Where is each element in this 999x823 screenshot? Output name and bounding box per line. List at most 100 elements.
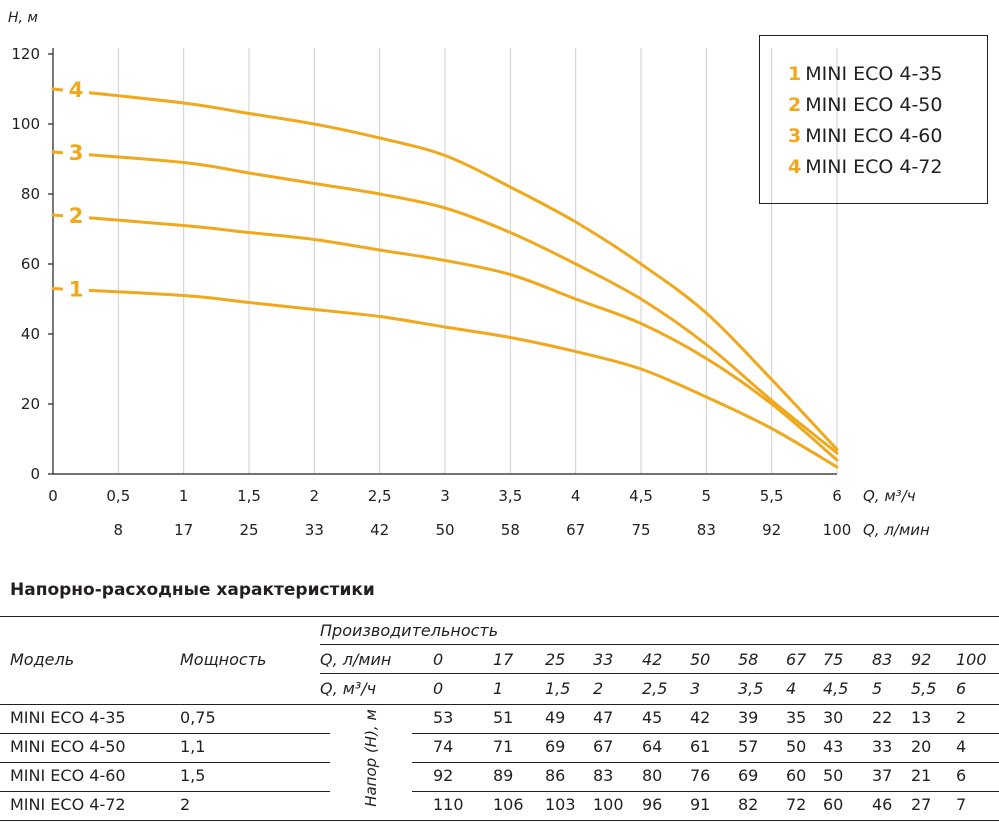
legend-label: MINI ECO 4-50 — [805, 94, 943, 116]
y-tick-label: 100 — [11, 115, 40, 133]
x-tick-label: 5 — [702, 487, 712, 505]
table-head-value: 53 — [433, 708, 454, 727]
x-axis-label: Q, м³/ч — [863, 487, 916, 505]
m3h-value: 0 — [433, 679, 444, 698]
lmin-value: 50 — [690, 650, 711, 669]
table-head-value: 64 — [642, 737, 663, 756]
series-line-1 — [51, 287, 839, 469]
x-tick-label: 1 — [179, 487, 189, 505]
lmin-value: 25 — [545, 650, 566, 669]
lmin-value: 92 — [911, 650, 932, 669]
lmin-value: 100 — [956, 650, 987, 669]
table-head-value: 20 — [911, 737, 932, 756]
table-head-value: 6 — [956, 766, 967, 785]
x-tick-label: 2 — [310, 487, 320, 505]
table-head-value: 71 — [493, 737, 514, 756]
table-head-value: 35 — [786, 708, 807, 727]
table-head-value: 74 — [433, 737, 454, 756]
x-tick-label: 6 — [832, 487, 842, 505]
table-head-value: 50 — [823, 766, 844, 785]
x2-tick-label: 42 — [370, 521, 389, 539]
table-head-value: 33 — [872, 737, 893, 756]
table-head-value: 60 — [823, 795, 844, 814]
table-head-value: 22 — [872, 708, 893, 727]
table-power-value: 0,75 — [180, 708, 216, 727]
table-head-value: 21 — [911, 766, 932, 785]
table-head-value: 30 — [823, 708, 844, 727]
table-head-value: 72 — [786, 795, 807, 814]
table-head-value: 76 — [690, 766, 711, 785]
legend-item-2: 2 MINI ECO 4-50 — [788, 94, 942, 116]
table-head-value: 103 — [545, 795, 576, 814]
table-rule — [0, 791, 330, 792]
series-number-label: 1 — [69, 278, 84, 302]
m3h-value: 2,5 — [642, 679, 668, 698]
legend-item-1: 1 MINI ECO 4-35 — [788, 63, 942, 85]
lmin-value: 67 — [786, 650, 807, 669]
m3h-value: 3 — [690, 679, 701, 698]
series-marker-bg — [63, 277, 89, 300]
table-head-value: 100 — [593, 795, 624, 814]
m3h-value: 4 — [786, 679, 797, 698]
lmin-value: 42 — [642, 650, 663, 669]
row-header-m3h: Q, м³/ч — [320, 679, 377, 698]
legend-item-4: 4 MINI ECO 4-72 — [788, 156, 942, 178]
series-marker-bg — [63, 141, 89, 163]
x2-tick-label: 100 — [823, 521, 852, 539]
table-power-value: 1,5 — [180, 766, 206, 785]
x-tick-label: 4 — [571, 487, 581, 505]
m3h-value: 6 — [956, 679, 967, 698]
table-head-value: 39 — [738, 708, 759, 727]
table-power-value: 2 — [180, 795, 191, 814]
table-head-value: 80 — [642, 766, 663, 785]
m3h-value: 1,5 — [545, 679, 571, 698]
table-head-value: 89 — [493, 766, 514, 785]
y-tick-label: 20 — [21, 395, 40, 413]
series-number-label: 3 — [69, 141, 84, 165]
legend-label: MINI ECO 4-35 — [805, 63, 943, 85]
legend-number: 1 — [788, 63, 802, 85]
table-head-value: 60 — [786, 766, 807, 785]
table-title: Напорно-расходные характеристики — [10, 580, 375, 600]
m3h-value: 2 — [593, 679, 604, 698]
x-tick-label: 0 — [48, 487, 58, 505]
table-rule — [0, 616, 999, 617]
x2-tick-label: 33 — [305, 521, 324, 539]
table-model-name: MINI ECO 4-50 — [10, 737, 126, 756]
legend-number: 2 — [788, 94, 802, 116]
lmin-value: 58 — [738, 650, 759, 669]
table-head-value: 47 — [593, 708, 614, 727]
table-head-value: 51 — [493, 708, 514, 727]
m3h-value: 5,5 — [911, 679, 937, 698]
y-tick-label: 80 — [21, 185, 40, 203]
table-power-value: 1,1 — [180, 737, 206, 756]
table-rule — [412, 733, 999, 734]
table-head-value: 83 — [593, 766, 614, 785]
legend-item-3: 3 MINI ECO 4-60 — [788, 125, 942, 147]
table-model-name: MINI ECO 4-60 — [10, 766, 126, 785]
table-head-value: 92 — [433, 766, 454, 785]
lmin-value: 0 — [433, 650, 444, 669]
y-tick-label: 120 — [11, 45, 40, 63]
lmin-value: 33 — [593, 650, 614, 669]
table-rule — [0, 820, 999, 821]
table-head-value: 27 — [911, 795, 932, 814]
table-rule — [0, 762, 330, 763]
x2-tick-label: 92 — [762, 521, 781, 539]
chart-axes — [48, 48, 837, 475]
table-head-value: 69 — [738, 766, 759, 785]
table-rule — [0, 733, 330, 734]
series-number-label: 2 — [69, 204, 84, 228]
series-line-2 — [51, 213, 839, 462]
x-tick-label: 1,5 — [237, 487, 261, 505]
series-line-4 — [51, 87, 839, 451]
table-head-value: 110 — [433, 795, 464, 814]
chart-legend: 1 MINI ECO 4-35 2 MINI ECO 4-50 3 MINI ECO … — [759, 35, 988, 204]
head-vertical-label: Напор (H), м — [362, 709, 380, 807]
table-head-value: 69 — [545, 737, 566, 756]
m3h-value: 3,5 — [738, 679, 764, 698]
y-tick-label: 60 — [21, 255, 40, 273]
table-head-value: 57 — [738, 737, 759, 756]
m3h-value: 1 — [493, 679, 504, 698]
table-head-value: 96 — [642, 795, 663, 814]
